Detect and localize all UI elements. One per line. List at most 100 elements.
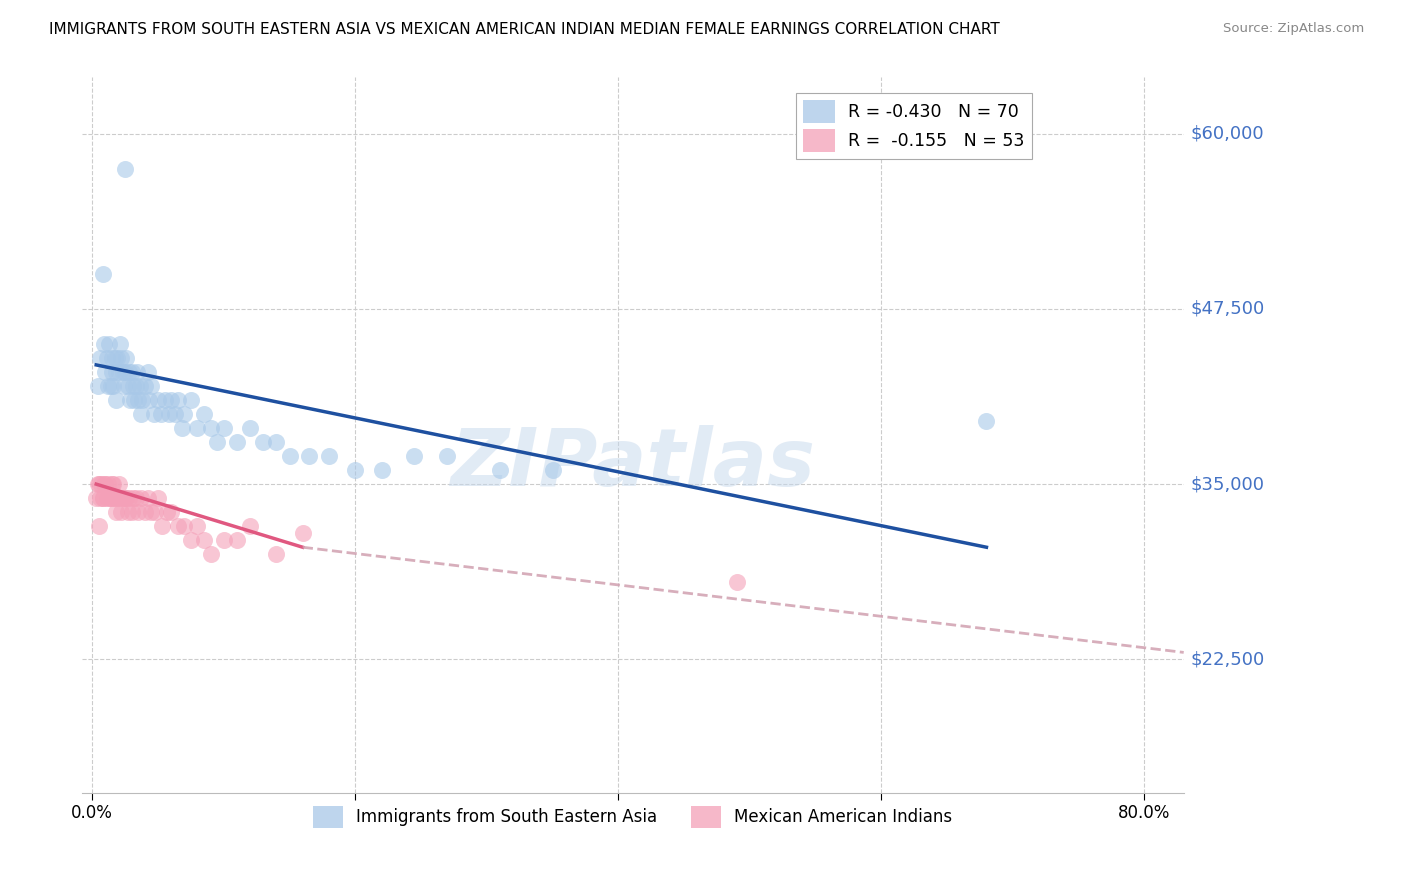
Text: ZIPatlas: ZIPatlas (450, 425, 815, 503)
Point (121, 505, 143, 519)
Point (186, 421, 208, 435)
Point (104, 365, 127, 379)
Point (278, 449, 301, 463)
Point (129, 491, 152, 505)
Point (370, 463, 392, 477)
Point (266, 435, 288, 450)
Point (344, 463, 367, 477)
Point (226, 435, 249, 450)
Point (125, 491, 148, 505)
Point (193, 533, 215, 548)
Point (98, 491, 121, 505)
Text: $60,000: $60,000 (1191, 125, 1264, 143)
Point (101, 365, 124, 379)
Point (976, 414, 998, 428)
Point (105, 351, 128, 365)
Point (146, 392, 169, 407)
Point (134, 379, 156, 393)
Point (110, 351, 132, 365)
Point (318, 449, 340, 463)
Point (97, 379, 120, 393)
Point (101, 491, 124, 505)
Point (143, 407, 166, 421)
Point (131, 392, 153, 407)
Point (103, 477, 125, 491)
Point (96, 491, 118, 505)
Point (115, 491, 138, 505)
Point (160, 392, 183, 407)
Point (165, 407, 187, 421)
Point (128, 379, 150, 393)
Point (145, 505, 167, 519)
Point (170, 421, 193, 435)
Point (110, 505, 132, 519)
Point (87, 519, 110, 533)
Point (104, 392, 127, 407)
Point (93, 477, 115, 491)
Point (180, 533, 202, 548)
Point (226, 533, 249, 548)
Point (156, 505, 179, 519)
Point (86, 477, 108, 491)
Point (112, 379, 135, 393)
Point (239, 519, 262, 533)
Point (266, 547, 288, 561)
Point (125, 365, 148, 379)
Point (101, 477, 124, 491)
Point (100, 379, 122, 393)
Point (105, 491, 128, 505)
Point (149, 407, 172, 421)
Point (111, 491, 134, 505)
Point (252, 435, 274, 450)
Point (96, 351, 118, 365)
Point (436, 449, 458, 463)
Point (541, 463, 564, 477)
Point (91, 491, 114, 505)
Text: Source: ZipAtlas.com: Source: ZipAtlas.com (1223, 22, 1364, 36)
Point (157, 407, 180, 421)
Point (111, 365, 134, 379)
Point (129, 407, 152, 421)
Point (118, 491, 141, 505)
Point (87, 477, 110, 491)
Point (212, 421, 235, 435)
Point (141, 379, 163, 393)
Point (173, 519, 195, 533)
Point (90, 477, 112, 491)
Point (107, 365, 129, 379)
Point (100, 491, 122, 505)
Point (239, 421, 262, 435)
Point (193, 407, 215, 421)
Point (121, 365, 143, 379)
Point (134, 505, 156, 519)
Point (122, 379, 145, 393)
Point (91, 491, 114, 505)
Point (86, 379, 108, 393)
Point (146, 491, 169, 505)
Point (127, 392, 149, 407)
Point (725, 575, 748, 590)
Point (98, 337, 121, 351)
Legend: Immigrants from South Eastern Asia, Mexican American Indians: Immigrants from South Eastern Asia, Mexi… (307, 799, 959, 834)
Point (114, 491, 136, 505)
Point (153, 392, 176, 407)
Point (200, 547, 222, 561)
Point (94, 477, 117, 491)
Point (117, 379, 139, 393)
Point (138, 392, 160, 407)
Point (136, 491, 159, 505)
Point (150, 519, 173, 533)
Point (404, 449, 426, 463)
Point (97, 477, 120, 491)
Point (298, 449, 321, 463)
Point (124, 392, 146, 407)
Point (489, 463, 512, 477)
Point (94, 365, 117, 379)
Point (103, 379, 125, 393)
Point (104, 351, 127, 365)
Point (141, 505, 163, 519)
Point (166, 392, 188, 407)
Point (89, 351, 111, 365)
Point (180, 392, 202, 407)
Point (127, 505, 149, 519)
